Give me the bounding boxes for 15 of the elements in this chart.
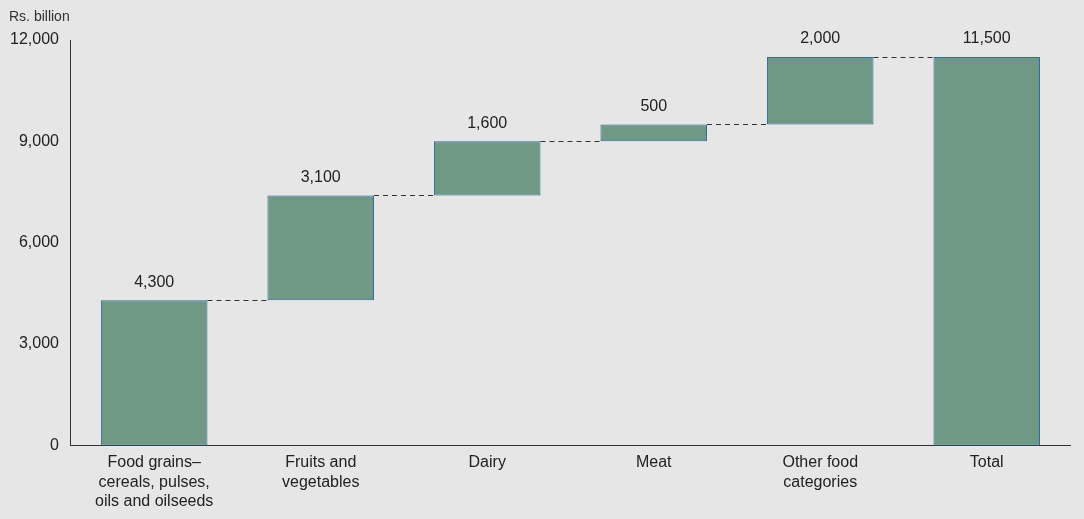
- y-tick-label: 3,000: [18, 334, 60, 352]
- x-tick-label: Meat: [635, 453, 673, 471]
- x-tick-label: Fruits and vegetables: [282, 453, 360, 490]
- data-label: 2,000: [800, 29, 841, 47]
- x-tick-label: Total: [969, 453, 1004, 471]
- x-tick-label: Dairy: [468, 453, 506, 471]
- data-label: 11,500: [962, 29, 1011, 47]
- data-label: 4,300: [134, 272, 175, 290]
- y-axis-title: Rs. billion: [9, 8, 70, 24]
- y-tick-label: 12,000: [10, 30, 60, 48]
- y-tick-label: 9,000: [18, 131, 60, 149]
- y-tick-label: 6,000: [18, 233, 60, 251]
- y-tick-label: 0: [50, 435, 60, 453]
- x-tick-label: Food grains–cereals, pulses, oils and oilseeds: [95, 453, 214, 509]
- x-tick-label: Other food categories: [782, 453, 859, 490]
